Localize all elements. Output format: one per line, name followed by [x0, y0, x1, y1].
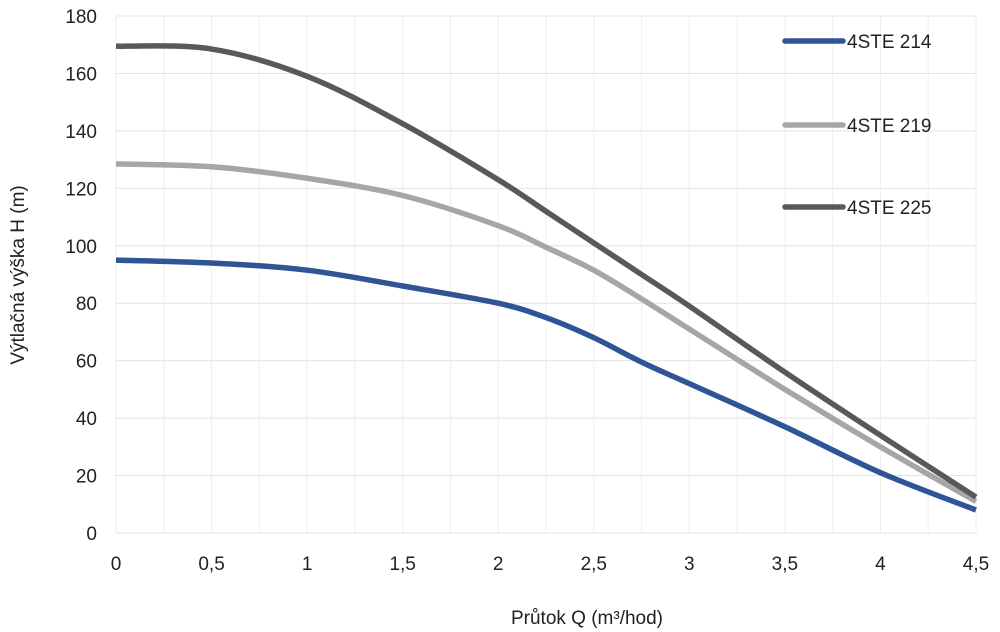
series-lines	[115, 43, 978, 513]
legend-item-4ste-225: 4STE 225	[782, 198, 932, 219]
series-line-4ste-225	[115, 43, 978, 500]
y-tick-label: 140	[65, 122, 97, 143]
y-tick-label: 20	[76, 467, 97, 488]
legend-item-4ste-219: 4STE 219	[782, 116, 932, 137]
x-tick-label: 1	[302, 554, 313, 575]
series-line-4ste-219	[115, 161, 978, 504]
y-tick-label: 120	[65, 179, 97, 200]
x-tick-label: 4	[875, 554, 886, 575]
series-line-4ste-214	[115, 257, 978, 513]
legend: 4STE 214 4STE 219 4STE 225	[782, 32, 932, 219]
x-tick-label: 0	[111, 554, 122, 575]
legend-label: 4STE 219	[847, 116, 932, 137]
y-tick-label: 180	[65, 7, 97, 28]
legend-label: 4STE 214	[847, 32, 932, 53]
y-tick-label: 160	[65, 64, 97, 85]
x-tick-label: 3	[684, 554, 695, 575]
y-tick-label: 60	[76, 352, 97, 373]
y-tick-label: 80	[76, 294, 97, 315]
x-tick-label: 1,5	[389, 554, 415, 575]
y-axis-title: Výtlačná výška H (m)	[8, 185, 29, 364]
y-tick-label: 0	[86, 524, 97, 545]
x-tick-label: 0,5	[198, 554, 224, 575]
y-axis-ticks: 0 20 40 60 80 100 120 140 160 180	[65, 7, 97, 545]
x-tick-label: 4,5	[963, 554, 989, 575]
legend-label: 4STE 225	[847, 198, 932, 219]
x-tick-label: 2	[493, 554, 504, 575]
x-tick-label: 3,5	[772, 554, 798, 575]
x-axis-ticks: 0 0,5 1 1,5 2 2,5 3 3,5 4 4,5	[111, 554, 990, 575]
legend-item-4ste-214: 4STE 214	[782, 32, 932, 53]
x-axis-title: Průtok Q (m³/hod)	[511, 608, 663, 629]
y-tick-label: 40	[76, 409, 97, 430]
y-tick-label: 100	[65, 237, 97, 258]
x-tick-label: 2,5	[581, 554, 607, 575]
